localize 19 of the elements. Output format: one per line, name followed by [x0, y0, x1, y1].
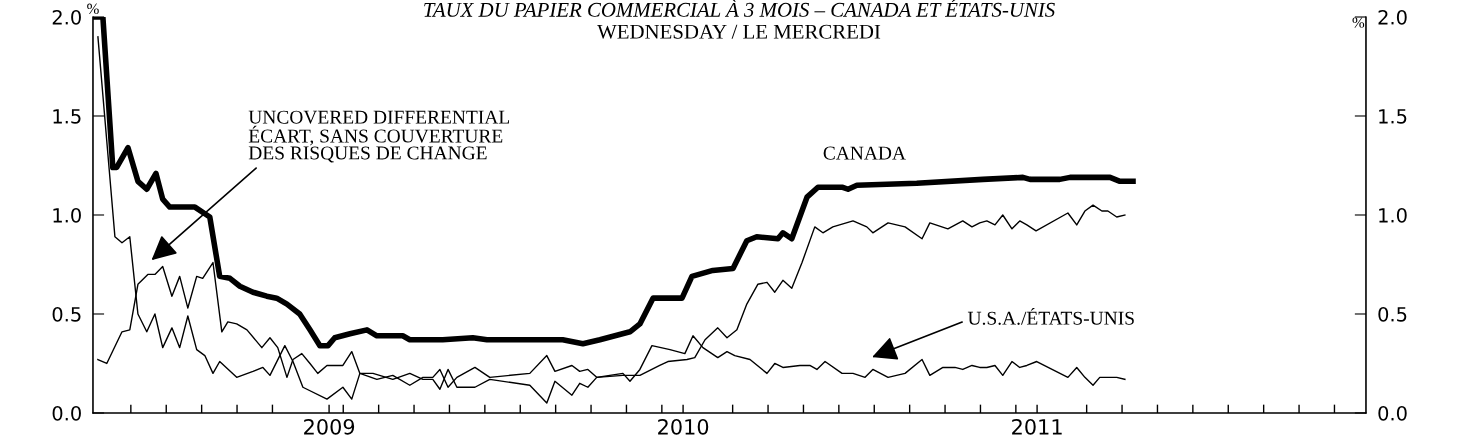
annotation: UNCOVERED DIFFERENTIAL ÉCART, SANS COUVERTURE DES RISQUES DE CHANGE [248, 110, 510, 163]
x-tick-label: 2010 [658, 418, 709, 435]
y-tick-label: 1.0 [53, 207, 81, 223]
x-tick-label: 2011 [1012, 418, 1062, 435]
y2-tick-label: 0.5 [1378, 306, 1407, 322]
y2-axis-title: % [1352, 17, 1365, 28]
y-tick-label: 0.5 [52, 306, 81, 322]
y2-tick-label: 2.0 [1378, 9, 1407, 25]
y2-tick-label: 0.0 [1378, 405, 1407, 421]
y-axis-title: % [87, 3, 99, 14]
y2-tick-label: 1.5 [1379, 109, 1407, 124]
x-tick-label: 2009 [304, 418, 355, 435]
y2-tick-label: 1.0 [1379, 207, 1407, 223]
chart-subtitle: WEDNESDAY / LE MERCREDI [597, 24, 881, 39]
y-tick-label: 1.5 [53, 109, 81, 124]
y-tick-label: 2.0 [52, 9, 81, 25]
y-tick-label: 0.0 [52, 405, 81, 421]
annotation: U.S.A./ÉTATS-UNIS [967, 307, 1134, 325]
annotation: CANADA [823, 146, 906, 160]
